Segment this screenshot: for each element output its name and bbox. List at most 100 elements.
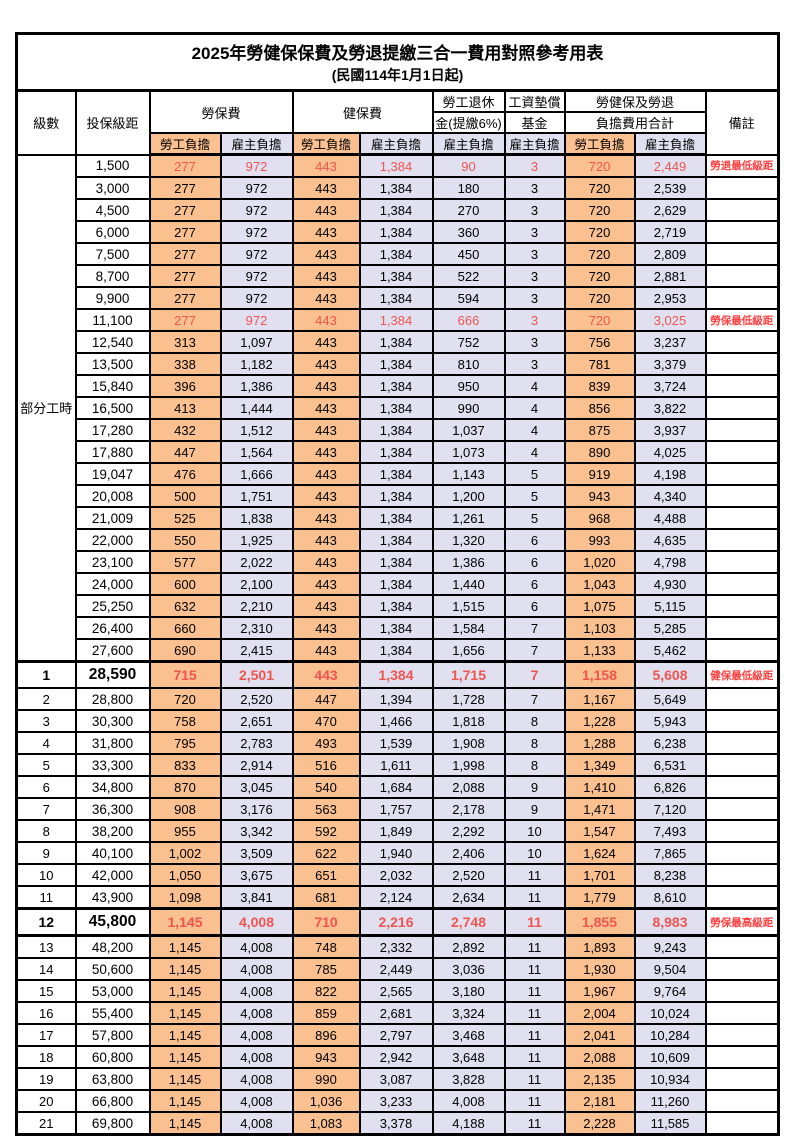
bracket-cell: 28,800 — [74, 687, 151, 711]
subheader-pension-employer: 雇主負擔 — [431, 132, 506, 156]
value-cell: 3,724 — [633, 374, 707, 398]
value-cell: 3,937 — [633, 418, 707, 442]
value-cell: 1,037 — [431, 418, 506, 442]
value-cell: 1,893 — [563, 934, 636, 959]
value-cell: 8,610 — [633, 885, 707, 910]
remark-cell — [704, 1001, 780, 1025]
remark-cell — [704, 1045, 780, 1069]
value-cell: 10 — [503, 819, 566, 843]
col-header-health-insurance: 健保費 — [291, 89, 434, 134]
table-subtitle: (民國114年1月1日起) — [331, 67, 464, 84]
remark-cell: 勞退最低級距 — [704, 153, 780, 178]
value-cell: 1,145 — [148, 1001, 222, 1025]
value-cell: 1,143 — [431, 462, 506, 486]
value-cell: 1,384 — [358, 220, 434, 244]
value-cell: 3 — [503, 242, 566, 266]
table-row: 13,500 338 1,182 443 1,384 810 3 781 3,379 — [17, 352, 780, 376]
bracket-cell: 28,590 — [74, 660, 151, 689]
value-cell: 443 — [291, 440, 361, 464]
col-header-pension-line1: 勞工退休 — [431, 89, 506, 113]
value-cell: 443 — [291, 616, 361, 640]
value-cell: 447 — [148, 440, 222, 464]
value-cell: 1,073 — [431, 440, 506, 464]
value-cell: 2,228 — [563, 1111, 636, 1136]
level-cell: 19 — [15, 1067, 77, 1091]
bracket-cell: 31,800 — [74, 731, 151, 755]
remark-cell — [704, 979, 780, 1003]
table-row: 2 28,800 720 2,520 447 1,394 1,728 7 1,167 5,649 — [15, 687, 780, 711]
table-row: 26,400 660 2,310 443 1,384 1,584 7 1,103 5,285 — [17, 616, 780, 640]
bracket-cell: 19,047 — [74, 462, 151, 486]
value-cell: 7,120 — [633, 797, 707, 821]
value-cell: 1,288 — [563, 731, 636, 755]
value-cell: 2,181 — [563, 1089, 636, 1113]
value-cell: 3 — [503, 330, 566, 354]
value-cell: 396 — [148, 374, 222, 398]
value-cell: 4,008 — [219, 1067, 294, 1091]
value-cell: 1,410 — [563, 775, 636, 799]
value-cell: 7,865 — [633, 841, 707, 865]
table-row: 部分工時 1,500 277 972 443 1,384 90 3 720 2,449 勞退最低級距 — [15, 153, 780, 663]
bracket-cell: 55,400 — [74, 1001, 151, 1025]
value-cell: 3,087 — [358, 1067, 434, 1091]
title-row: 2025年勞健保保費及勞退提繳三合一費用對照參考用表 (民國114年1月1日起) — [15, 32, 780, 92]
value-cell: 1,167 — [563, 687, 636, 711]
remark-cell — [704, 550, 780, 574]
level-cell: 15 — [15, 979, 77, 1003]
value-cell: 4,008 — [219, 957, 294, 981]
value-cell: 360 — [431, 220, 506, 244]
table-row: 16,500 413 1,444 443 1,384 990 4 856 3,822 — [17, 396, 780, 420]
value-cell: 1,440 — [431, 572, 506, 596]
bracket-cell: 17,880 — [74, 440, 151, 464]
table-row: 7 36,300 908 3,176 563 1,757 2,178 9 1,471 7,120 — [15, 797, 780, 821]
value-cell: 2,415 — [219, 638, 294, 663]
remark-cell — [704, 709, 780, 733]
value-cell: 810 — [431, 352, 506, 376]
bracket-cell: 48,200 — [74, 934, 151, 959]
table-row: 3,000 277 972 443 1,384 180 3 720 2,539 — [17, 176, 780, 200]
value-cell: 338 — [148, 352, 222, 376]
bracket-cell: 17,280 — [74, 418, 151, 442]
remark-cell — [704, 819, 780, 843]
value-cell: 1,145 — [148, 957, 222, 981]
value-cell: 1,043 — [563, 572, 636, 596]
table-row: 19,047 476 1,666 443 1,384 1,143 5 919 4,198 — [17, 462, 780, 486]
value-cell: 1,779 — [563, 885, 636, 910]
value-cell: 1,666 — [219, 462, 294, 486]
value-cell: 1,145 — [148, 1089, 222, 1113]
value-cell: 1,384 — [358, 638, 434, 663]
value-cell: 720 — [563, 220, 636, 244]
bracket-cell: 1,500 — [74, 153, 151, 178]
remark-cell: 勞保最低級距 — [704, 308, 780, 332]
value-cell: 413 — [148, 396, 222, 420]
value-cell: 2,216 — [358, 907, 434, 937]
value-cell: 277 — [148, 220, 222, 244]
value-cell: 11 — [503, 863, 566, 887]
value-cell: 993 — [563, 528, 636, 552]
remark-cell — [704, 1089, 780, 1113]
value-cell: 11 — [503, 1001, 566, 1025]
value-cell: 4 — [503, 374, 566, 398]
value-cell: 450 — [431, 242, 506, 266]
value-cell: 2,942 — [358, 1045, 434, 1069]
table-row: 21,009 525 1,838 443 1,384 1,261 5 968 4,488 — [17, 506, 780, 530]
remark-cell — [704, 841, 780, 865]
remark-cell — [704, 396, 780, 420]
level-cell: 12 — [15, 907, 77, 937]
value-cell: 2,748 — [431, 907, 506, 937]
bracket-cell: 22,000 — [74, 528, 151, 552]
col-header-wage-fund-line2: 基金 — [503, 111, 566, 134]
table-row: 18 60,800 1,145 4,008 943 2,942 3,648 11 2,088 10… — [15, 1045, 780, 1069]
value-cell: 1,386 — [431, 550, 506, 574]
value-cell: 1,002 — [148, 841, 222, 865]
value-cell: 1,656 — [431, 638, 506, 663]
value-cell: 919 — [563, 462, 636, 486]
value-cell: 1,145 — [148, 934, 222, 959]
bracket-cell: 3,000 — [74, 176, 151, 200]
value-cell: 3 — [503, 264, 566, 288]
value-cell: 870 — [148, 775, 222, 799]
table-row: 3 30,300 758 2,651 470 1,466 1,818 8 1,228 5,943 — [15, 709, 780, 733]
value-cell: 1,849 — [358, 819, 434, 843]
value-cell: 896 — [291, 1023, 361, 1047]
value-cell: 1,158 — [563, 660, 636, 689]
